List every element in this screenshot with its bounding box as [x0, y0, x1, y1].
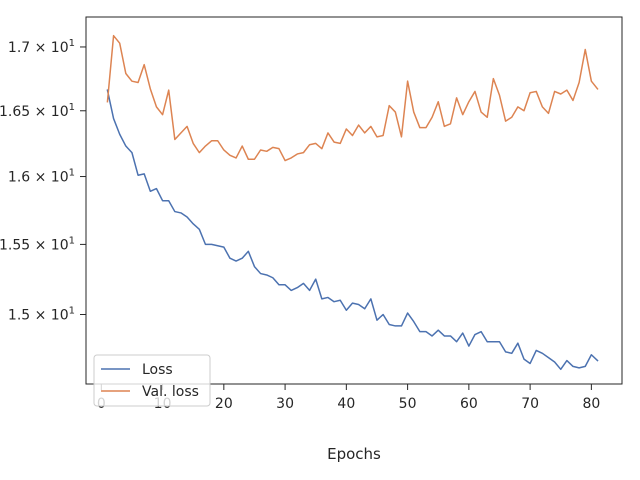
legend-label-val-loss: Val. loss: [142, 384, 199, 400]
x-tick-label: 40: [337, 396, 355, 412]
x-tick-label: 20: [215, 396, 233, 412]
y-tick-label: 1.6 × 101: [8, 168, 75, 186]
y-tick-label: 1.7 × 101: [8, 38, 75, 56]
x-tick-label: 80: [582, 396, 600, 412]
x-tick-label: 60: [460, 396, 478, 412]
plot-area: [85, 16, 623, 385]
y-tick-label: 1.55 × 101: [0, 235, 75, 253]
x-axis-ticks: 01020304050607080: [97, 384, 600, 412]
y-tick-label: 1.65 × 101: [0, 102, 75, 120]
series-line-loss: [106, 89, 599, 371]
series-lines: [106, 34, 599, 371]
legend-box: [93, 354, 211, 407]
y-axis-ticks: 1.5 × 101 1.55 × 101 1.6 × 101 1.65 × 101 1.…: [0, 38, 86, 323]
x-tick-label: 30: [276, 396, 294, 412]
legend-label-loss: Loss: [142, 362, 173, 378]
x-tick-label: 50: [399, 396, 417, 412]
y-tick-label: 1.5 × 101: [8, 305, 75, 323]
legend: Loss Val. loss: [93, 354, 211, 407]
x-tick-label: 70: [521, 396, 539, 412]
x-axis-label: Epochs: [327, 445, 381, 463]
series-line-val-loss: [106, 34, 599, 162]
